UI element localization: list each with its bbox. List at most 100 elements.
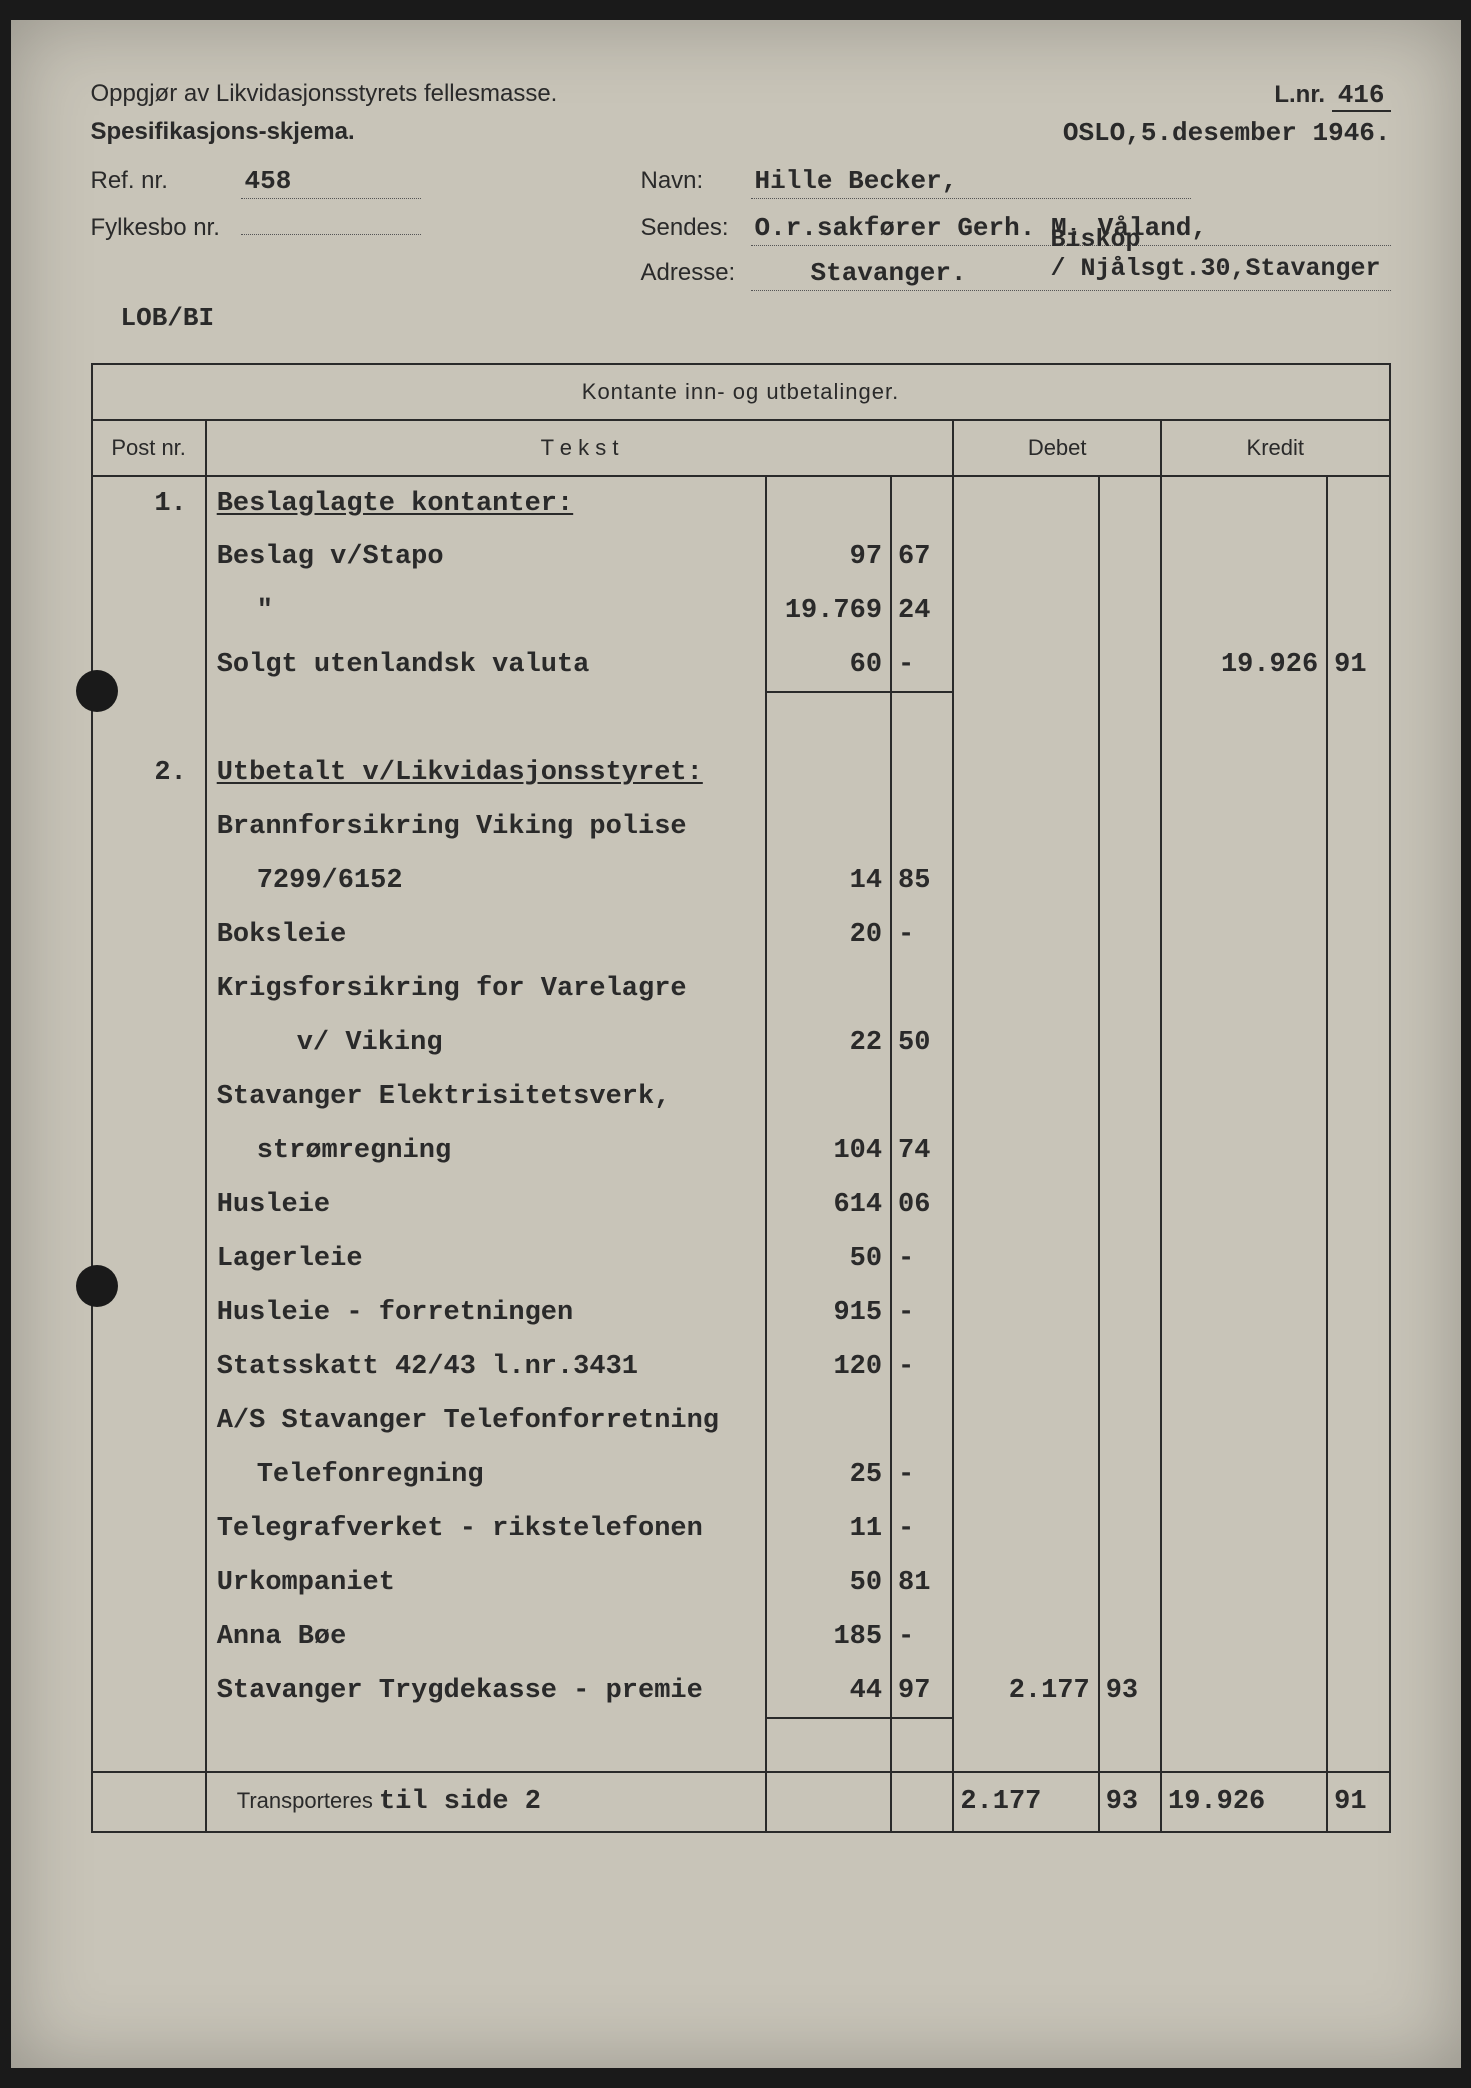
addr-line1: Biskop — [1050, 225, 1380, 254]
debet-cents — [1099, 908, 1161, 962]
debet-cents — [1099, 1502, 1161, 1556]
row-text: Krigsforsikring for Varelagre — [206, 962, 767, 1016]
kredit-cents — [1327, 1718, 1389, 1772]
debet-amount — [953, 908, 1098, 962]
lnr: L.nr. 416 — [1274, 80, 1390, 110]
kredit-amount — [1161, 1340, 1327, 1394]
table-row: Brannforsikring Viking polise — [92, 800, 1390, 854]
clerk-initials: LOB/BI — [121, 303, 1391, 333]
sub-amount — [766, 1718, 891, 1772]
debet-amount — [953, 1610, 1098, 1664]
debet-amount — [953, 1502, 1098, 1556]
table-row: Anna Bøe185- — [92, 1610, 1390, 1664]
kredit-cents — [1327, 1394, 1389, 1448]
debet-cents — [1099, 1718, 1161, 1772]
header-top: Oppgjør av Likvidasjonsstyrets fellesmas… — [91, 80, 1391, 110]
lnr-value: 416 — [1332, 80, 1391, 112]
kredit-cents — [1327, 1664, 1389, 1718]
kredit-amount — [1161, 1448, 1327, 1502]
debet-cents — [1099, 692, 1161, 746]
row-text — [206, 692, 767, 746]
debet-amount — [953, 854, 1098, 908]
row-text: Statsskatt 42/43 l.nr.3431 — [206, 1340, 767, 1394]
sub-amount: 50 — [766, 1556, 891, 1610]
row-text: Urkompaniet — [206, 1556, 767, 1610]
post-nr — [92, 908, 206, 962]
kredit-cents — [1327, 854, 1389, 908]
kredit-amount: 19.926 — [1161, 638, 1327, 692]
kredit-amount — [1161, 908, 1327, 962]
sub-amount — [766, 692, 891, 746]
footer-row: Transporteres til side 2 2.177 93 19.926… — [92, 1772, 1390, 1832]
fylkesbo-label: Fylkesbo nr. — [91, 214, 241, 242]
post-nr — [92, 1448, 206, 1502]
row-text: Boksleie — [206, 908, 767, 962]
navn-value: Hille Becker, — [751, 166, 1191, 199]
sub-cents: 97 — [891, 1664, 953, 1718]
kredit-cents — [1327, 1070, 1389, 1124]
row-text: Telefonregning — [206, 1448, 767, 1502]
sub-amount: 97 — [766, 530, 891, 584]
debet-cents — [1099, 1286, 1161, 1340]
title-left: Oppgjør av Likvidasjonsstyrets fellesmas… — [91, 80, 558, 110]
debet-cents — [1099, 1016, 1161, 1070]
kredit-cents — [1327, 1556, 1389, 1610]
row-text: Beslaglagte kontanter: — [206, 476, 767, 530]
sub-cents — [891, 1070, 953, 1124]
debet-amount — [953, 1124, 1098, 1178]
footer-kredit: 19.926 — [1161, 1772, 1327, 1832]
sub-cents — [891, 1394, 953, 1448]
kredit-cents — [1327, 1178, 1389, 1232]
col-kredit: Kredit — [1161, 420, 1389, 476]
adresse-label: Adresse: — [641, 259, 751, 287]
post-nr — [92, 584, 206, 638]
sub-cents — [891, 1718, 953, 1772]
kredit-cents — [1327, 908, 1389, 962]
footer-debet: 2.177 — [953, 1772, 1098, 1832]
kredit-amount — [1161, 800, 1327, 854]
sub-amount: 20 — [766, 908, 891, 962]
row-text: Stavanger Trygdekasse - premie — [206, 1664, 767, 1718]
table-row: "19.76924 — [92, 584, 1390, 638]
debet-amount — [953, 1394, 1098, 1448]
table-row: Husleie - forretningen915- — [92, 1286, 1390, 1340]
table-row: Boksleie20- — [92, 908, 1390, 962]
post-nr — [92, 1070, 206, 1124]
row-text — [206, 1718, 767, 1772]
table-row — [92, 692, 1390, 746]
kredit-amount — [1161, 1124, 1327, 1178]
kredit-cents — [1327, 1232, 1389, 1286]
debet-cents — [1099, 638, 1161, 692]
sub-amount — [766, 476, 891, 530]
sub-cents: - — [891, 908, 953, 962]
kredit-amount — [1161, 1502, 1327, 1556]
kredit-amount — [1161, 584, 1327, 638]
kredit-cents — [1327, 530, 1389, 584]
post-nr — [92, 962, 206, 1016]
kredit-amount — [1161, 530, 1327, 584]
kredit-amount — [1161, 1664, 1327, 1718]
sub-amount: 14 — [766, 854, 891, 908]
navn-label: Navn: — [641, 167, 751, 195]
kredit-amount — [1161, 1610, 1327, 1664]
table-row: Lagerleie50- — [92, 1232, 1390, 1286]
debet-amount — [953, 530, 1098, 584]
kredit-cents — [1327, 692, 1389, 746]
sub-cents: 74 — [891, 1124, 953, 1178]
sendes-label: Sendes: — [641, 214, 751, 242]
table-row: Krigsforsikring for Varelagre — [92, 962, 1390, 1016]
row-text: " — [206, 584, 767, 638]
footer-typed: til side 2 — [379, 1787, 541, 1817]
kredit-amount — [1161, 476, 1327, 530]
debet-amount — [953, 800, 1098, 854]
debet-cents — [1099, 1232, 1161, 1286]
table-row: strømregning10474 — [92, 1124, 1390, 1178]
row-text: Brannforsikring Viking polise — [206, 800, 767, 854]
sub-cents: 67 — [891, 530, 953, 584]
sub-cents: - — [891, 1232, 953, 1286]
sub-amount — [766, 800, 891, 854]
sub-cents — [891, 692, 953, 746]
debet-amount — [953, 692, 1098, 746]
sub-cents: - — [891, 1448, 953, 1502]
punch-hole-icon — [76, 670, 118, 712]
